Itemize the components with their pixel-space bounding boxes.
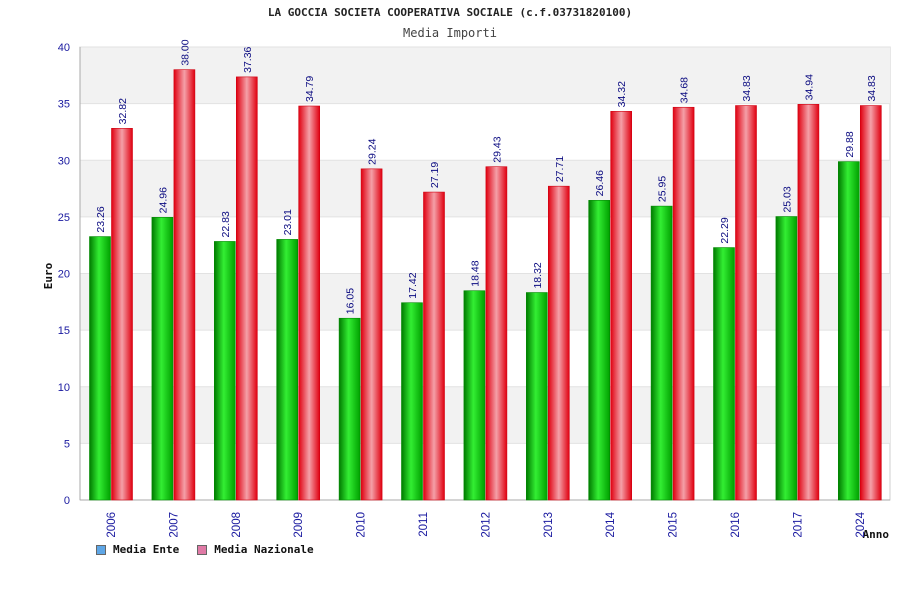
- data-label: 29.43: [491, 136, 503, 162]
- data-label: 34.32: [616, 81, 628, 107]
- y-tick-label: 20: [58, 269, 70, 281]
- grid-band: [80, 47, 890, 104]
- x-tick-label: 2016: [730, 512, 742, 538]
- y-tick-label: 5: [64, 438, 70, 450]
- data-label: 22.29: [719, 217, 731, 243]
- data-label: 24.96: [157, 187, 169, 213]
- y-tick-label: 25: [58, 212, 70, 224]
- data-label: 17.42: [407, 272, 419, 298]
- bar-media-nazionale: [111, 128, 133, 501]
- grid-band: [80, 160, 890, 217]
- data-label: 22.83: [220, 211, 232, 237]
- bar-media-ente: [650, 205, 673, 501]
- chart-subtitle: Media Importi: [403, 26, 497, 40]
- bar-media-ente: [775, 216, 798, 501]
- data-label: 18.32: [532, 262, 544, 288]
- bar-media-ente: [89, 236, 111, 501]
- bar-media-nazionale: [360, 168, 383, 501]
- data-label: 27.71: [554, 156, 566, 182]
- bar-media-nazionale: [236, 76, 258, 501]
- data-label: 37.36: [242, 46, 254, 72]
- x-tick-label: 2010: [356, 512, 368, 538]
- x-tick-label: 2014: [605, 511, 617, 537]
- chart-legend: Media Ente Media Nazionale: [96, 543, 314, 556]
- data-label: 18.48: [469, 260, 481, 286]
- data-label: 16.05: [345, 288, 357, 314]
- x-tick-label: 2007: [168, 512, 180, 538]
- bar-media-ente: [214, 241, 236, 501]
- data-label: 29.88: [844, 131, 856, 157]
- data-label: 25.95: [657, 176, 669, 202]
- bar-media-ente: [401, 302, 423, 501]
- data-label: 29.24: [367, 138, 379, 164]
- data-label: 38.00: [179, 39, 191, 65]
- data-label: 23.26: [95, 206, 107, 232]
- data-label: 34.94: [803, 74, 815, 100]
- x-tick-label: 2011: [418, 512, 430, 537]
- bar-media-nazionale: [672, 106, 695, 501]
- legend-item-media-nazionale: Media Nazionale: [197, 543, 314, 556]
- x-tick-label: 2024: [855, 511, 867, 537]
- y-tick-label: 15: [58, 325, 70, 337]
- x-tick-label: 2006: [106, 512, 118, 538]
- bar-media-ente: [276, 239, 299, 501]
- legend-label-media-nazionale: Media Nazionale: [214, 543, 314, 556]
- x-tick-label: 2009: [293, 512, 305, 538]
- data-label: 32.82: [117, 98, 129, 124]
- y-tick-label: 30: [58, 155, 70, 167]
- x-tick-label: 2008: [231, 512, 243, 538]
- bar-media-nazionale: [735, 105, 757, 501]
- bar-media-ente: [463, 290, 486, 501]
- bar-media-nazionale: [423, 191, 445, 501]
- bar-media-ente: [588, 200, 611, 501]
- data-label: 23.01: [282, 209, 294, 235]
- x-tick-label: 2012: [480, 512, 492, 538]
- bar-media-ente: [713, 247, 735, 501]
- y-axis-title: Euro: [42, 262, 55, 289]
- bar-media-nazionale: [797, 104, 820, 501]
- x-axis-title: Anno: [863, 528, 890, 541]
- x-tick-label: 2013: [543, 512, 555, 538]
- chart-title: LA GOCCIA SOCIETA COOPERATIVA SOCIALE (c…: [267, 6, 633, 19]
- bar-media-nazionale: [610, 111, 633, 501]
- data-label: 34.83: [741, 75, 753, 101]
- data-label: 27.19: [429, 162, 441, 188]
- legend-item-media-ente: Media Ente: [96, 543, 179, 556]
- bar-media-ente: [151, 217, 174, 501]
- legend-label-media-ente: Media Ente: [113, 543, 180, 556]
- y-tick-label: 0: [64, 495, 70, 507]
- bar-media-ente: [837, 161, 860, 501]
- y-tick-label: 40: [58, 42, 70, 54]
- data-label: 25.03: [781, 186, 793, 212]
- x-tick-label: 2017: [792, 512, 804, 538]
- data-label: 26.46: [594, 170, 606, 196]
- y-tick-label: 10: [58, 382, 70, 394]
- y-tick-label: 35: [58, 99, 70, 111]
- bar-media-nazionale: [547, 185, 570, 501]
- data-label: 34.83: [866, 75, 878, 101]
- x-tick-label: 2015: [668, 512, 680, 538]
- bar-media-nazionale: [485, 166, 508, 501]
- data-label: 34.79: [304, 76, 316, 102]
- legend-swatch-media-nazionale: [197, 544, 208, 555]
- legend-swatch-media-ente: [96, 544, 106, 555]
- bar-media-nazionale: [173, 69, 196, 501]
- bar-media-ente: [338, 317, 361, 501]
- bar-media-nazionale: [859, 105, 882, 501]
- bar-media-nazionale: [298, 105, 321, 501]
- bar-media-ente: [525, 292, 548, 501]
- data-label: 34.68: [679, 77, 691, 103]
